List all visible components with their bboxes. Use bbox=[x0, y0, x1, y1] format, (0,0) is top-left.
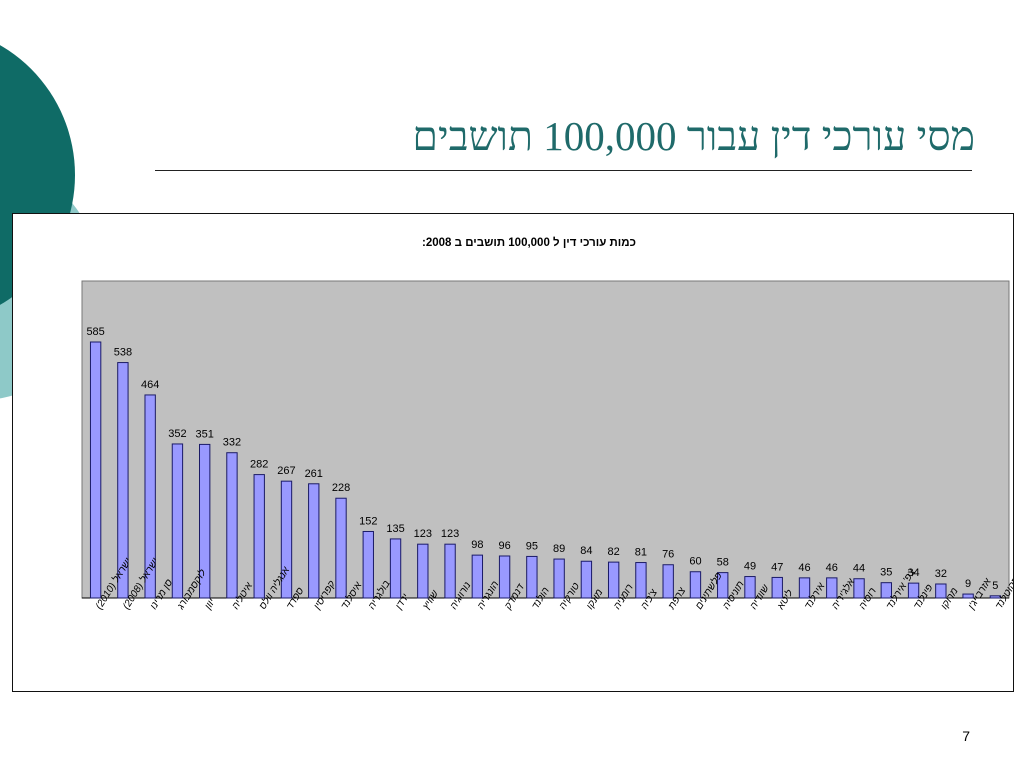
bar-value-label: 152 bbox=[359, 515, 377, 527]
bar-value-label: 47 bbox=[771, 561, 783, 573]
slide-title: מסי עורכי דין עבור 100,000 תושבים bbox=[412, 113, 975, 159]
bar-value-label: 46 bbox=[826, 562, 838, 574]
bar bbox=[308, 483, 320, 599]
bar bbox=[717, 572, 729, 599]
bar bbox=[826, 577, 838, 599]
chart-title: כמות עורכי דין ל 100,000 תושבים ב 2008: bbox=[422, 236, 636, 249]
bar-value-label: 96 bbox=[498, 540, 510, 552]
bar-value-label: 32 bbox=[935, 568, 947, 580]
bar-value-label: 81 bbox=[635, 547, 647, 559]
bar-value-label: 5 bbox=[992, 580, 998, 592]
bar-value-label: 60 bbox=[689, 556, 701, 568]
bar bbox=[362, 530, 374, 599]
bar bbox=[417, 543, 429, 599]
bar-value-label: 464 bbox=[141, 379, 159, 391]
bar-value-label: 332 bbox=[223, 437, 241, 449]
bar-value-label: 135 bbox=[386, 523, 404, 535]
bar-value-label: 89 bbox=[553, 543, 565, 555]
bar-value-label: 352 bbox=[168, 428, 186, 440]
bar-value-label: 44 bbox=[853, 563, 865, 575]
bar-value-label: 123 bbox=[414, 528, 432, 540]
bar-chart: כמות עורכי דין ל 100,000 תושבים ב 2008: … bbox=[81, 236, 1013, 613]
bar bbox=[553, 558, 565, 599]
bar bbox=[907, 582, 920, 599]
bar-value-label: 76 bbox=[662, 549, 674, 561]
bar-value-label: 84 bbox=[580, 545, 592, 557]
bar bbox=[744, 576, 756, 599]
bar-value-label: 123 bbox=[441, 528, 459, 540]
bar bbox=[280, 480, 293, 599]
bar-value-label: 95 bbox=[526, 540, 538, 552]
title-divider bbox=[155, 170, 972, 171]
bar-value-label: 585 bbox=[86, 326, 104, 338]
bar bbox=[253, 474, 265, 599]
bar-value-label: 98 bbox=[471, 539, 483, 551]
bar bbox=[89, 341, 102, 599]
bar bbox=[226, 452, 238, 599]
bar-value-label: 34 bbox=[907, 567, 919, 579]
bar bbox=[335, 497, 347, 599]
bar bbox=[607, 561, 620, 599]
bar bbox=[935, 583, 947, 599]
page-number: 7 bbox=[962, 728, 970, 744]
bar-value-label: 351 bbox=[196, 428, 214, 440]
category-label: יוון bbox=[202, 597, 218, 613]
bar bbox=[471, 554, 484, 599]
bar-value-label: 228 bbox=[332, 482, 350, 494]
bar-value-label: 82 bbox=[608, 546, 620, 558]
bar-value-label: 261 bbox=[305, 468, 323, 480]
bar bbox=[635, 562, 647, 599]
bar-value-label: 9 bbox=[965, 578, 971, 590]
bar bbox=[798, 577, 811, 599]
bar bbox=[989, 595, 1002, 599]
bar bbox=[662, 564, 674, 599]
bar bbox=[526, 555, 538, 599]
bar-value-label: 49 bbox=[744, 561, 756, 573]
bar bbox=[771, 576, 783, 599]
chart-frame: כמות עורכי דין ל 100,000 תושבים ב 2008: … bbox=[12, 213, 1014, 692]
bar bbox=[689, 571, 702, 599]
bar-value-label: 282 bbox=[250, 459, 268, 471]
bar bbox=[144, 394, 156, 599]
bar bbox=[853, 578, 865, 599]
bar-value-label: 538 bbox=[114, 347, 132, 359]
bar-value-label: 267 bbox=[277, 465, 295, 477]
bar bbox=[171, 443, 184, 599]
bar bbox=[117, 362, 129, 599]
bar bbox=[498, 555, 511, 599]
bar-series bbox=[89, 341, 1002, 599]
plot-area bbox=[81, 280, 1010, 599]
bar bbox=[880, 582, 892, 599]
bar bbox=[444, 543, 456, 599]
bar bbox=[580, 560, 593, 599]
bar-value-label: 58 bbox=[717, 557, 729, 569]
bar-value-label: 46 bbox=[798, 562, 810, 574]
bar bbox=[389, 538, 402, 599]
bar bbox=[962, 593, 974, 599]
bar bbox=[199, 443, 211, 599]
bar-value-label: 35 bbox=[880, 567, 892, 579]
